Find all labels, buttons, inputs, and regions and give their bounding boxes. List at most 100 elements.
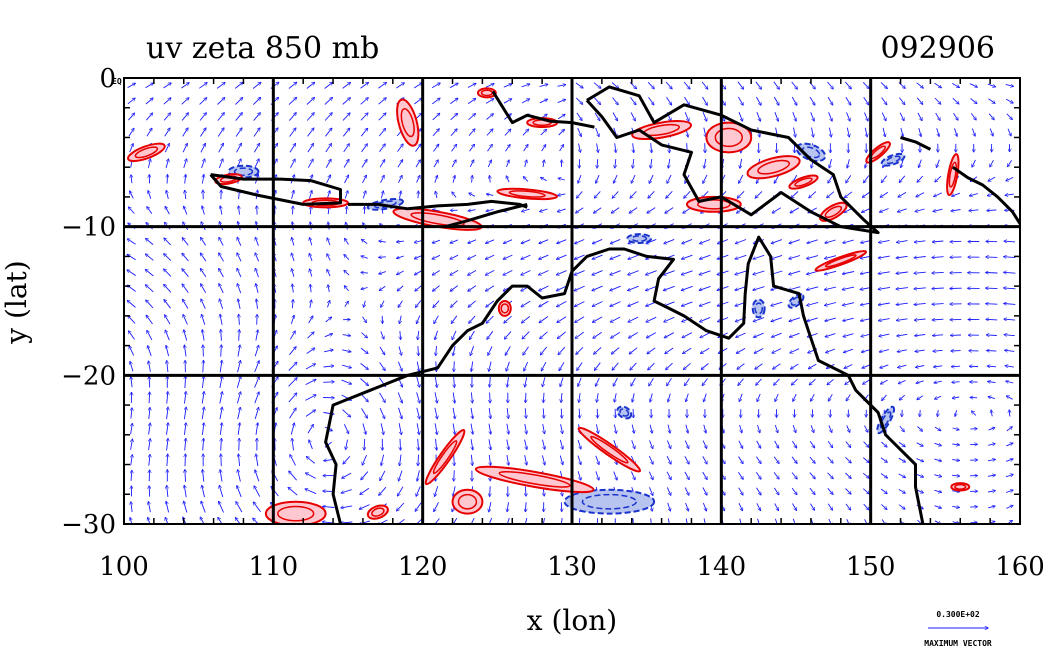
wind-vector [433, 300, 440, 308]
wind-vector [361, 272, 368, 273]
wind-vector [684, 471, 689, 480]
wind-vector [610, 301, 621, 307]
wind-vector [490, 486, 491, 496]
wind-vector [934, 82, 942, 88]
wind-vector [360, 113, 368, 121]
wind-vector [753, 254, 765, 259]
wind-vector [880, 208, 889, 213]
wind-vector [290, 159, 296, 169]
wind-vector [648, 455, 653, 464]
wind-vector [377, 519, 388, 524]
wind-vector [702, 487, 707, 496]
wind-vector [879, 239, 890, 242]
wind-vector [916, 458, 924, 462]
wind-vector [862, 472, 869, 478]
wind-vector [774, 112, 778, 121]
wind-vector [863, 488, 869, 494]
wind-vector [666, 487, 671, 495]
positive-vorticity-region [950, 482, 971, 492]
wind-vector [165, 207, 170, 215]
frame-minor-ticks [123, 77, 1021, 525]
wind-vector [915, 208, 925, 212]
wind-vector [1006, 176, 1014, 180]
wind-vector [361, 144, 368, 153]
wind-vector [882, 394, 887, 401]
wind-vector [540, 331, 548, 339]
wind-vector [738, 440, 743, 448]
wind-vector [184, 206, 188, 215]
wind-vector [360, 487, 370, 494]
wind-vector [221, 439, 222, 451]
wind-vector [202, 376, 204, 389]
wind-vector [418, 346, 419, 355]
wind-vector [433, 160, 438, 168]
wind-vector [237, 268, 242, 278]
wind-vector [1005, 366, 1014, 367]
wind-vector [360, 363, 369, 369]
wind-vector [310, 206, 311, 215]
wind-vector [935, 112, 940, 120]
wind-vector [521, 254, 531, 259]
wind-vector [952, 491, 959, 492]
wind-vector [543, 392, 544, 403]
wind-vector [252, 98, 260, 105]
wind-vector [578, 377, 582, 387]
wind-vector [970, 429, 977, 430]
wind-vector [809, 363, 817, 369]
wind-vector [648, 471, 653, 480]
wind-vector [360, 347, 368, 353]
wind-vector [878, 271, 890, 274]
wind-vector [539, 285, 549, 291]
wind-vector [613, 471, 617, 480]
wind-vector [842, 286, 855, 290]
wind-vector [986, 257, 998, 258]
wind-vector [220, 470, 223, 482]
wind-vector [361, 288, 368, 290]
wind-vector [344, 270, 350, 276]
wind-vector [201, 407, 204, 420]
wind-vector [753, 270, 765, 275]
wind-vector [557, 270, 567, 275]
wind-vector [933, 335, 944, 336]
wind-vector [323, 366, 334, 367]
wind-vector [360, 128, 367, 137]
wind-vector [557, 100, 566, 104]
wind-vector [505, 331, 512, 339]
wind-vector [343, 424, 348, 433]
wind-vector [666, 190, 673, 198]
wind-vector [1004, 319, 1016, 320]
wind-vector [878, 255, 890, 258]
wind-vector [577, 471, 581, 480]
wind-vector [917, 112, 922, 121]
wind-vector [398, 346, 402, 355]
wind-vector [773, 81, 780, 89]
wind-vector [431, 83, 440, 89]
wind-vector [342, 349, 351, 352]
wind-vector [577, 127, 582, 136]
wind-vector [343, 455, 351, 464]
wind-vector [668, 393, 671, 402]
wind-vector [952, 428, 959, 430]
wind-vector [522, 316, 531, 322]
wind-vector [933, 208, 943, 211]
negative-vorticity-region [626, 233, 653, 245]
wind-vector [305, 489, 317, 495]
wind-vector [379, 362, 386, 370]
wind-vector [203, 345, 204, 357]
wind-vector [683, 81, 690, 89]
wind-vector [914, 257, 926, 258]
wind-vector [880, 364, 889, 368]
wind-vector [200, 144, 206, 153]
wind-vector [452, 192, 457, 198]
wind-vector [972, 159, 976, 167]
wind-vector [988, 428, 995, 431]
wind-vector [880, 457, 887, 463]
wind-vector [557, 301, 567, 306]
wind-vector [255, 470, 260, 482]
wind-vector [898, 489, 905, 493]
wind-vector [577, 439, 581, 449]
wind-vector [129, 207, 135, 214]
wind-vector [632, 393, 634, 402]
wind-vector [825, 286, 837, 290]
